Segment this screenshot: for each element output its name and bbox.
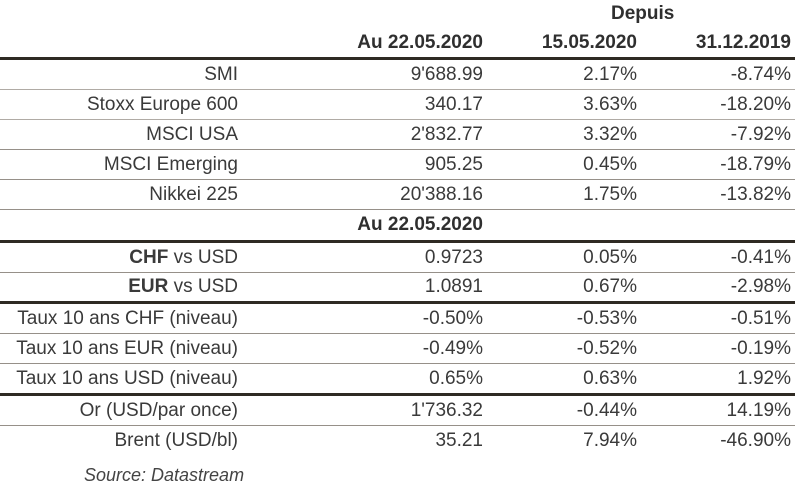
table-row-nikkei: Nikkei 225 20'388.16 1.75% -13.82% <box>0 180 795 210</box>
source-attribution: Source: Datastream <box>84 464 245 485</box>
row-value-since-year: -8.74% <box>730 63 791 85</box>
column-header-au-date: Au 22.05.2020 <box>357 31 483 53</box>
depuis-header-row: Depuis <box>0 0 795 28</box>
row-value-since-year: -13.82% <box>720 183 791 205</box>
row-label: Taux 10 ans CHF (niveau) <box>17 307 238 329</box>
row-value-since-year: -0.41% <box>730 246 791 268</box>
table-row-eur-usd: EUR vs USD 1.0891 0.67% -2.98% <box>0 273 795 304</box>
row-value-level: 1.0891 <box>424 276 483 297</box>
row-value-since-week: -0.52% <box>576 337 637 359</box>
row-value-since-year: 14.19% <box>726 399 791 421</box>
row-value-since-week: 0.45% <box>583 153 637 175</box>
row-value-level: 35.21 <box>435 429 483 451</box>
table-row-taux-chf: Taux 10 ans CHF (niveau) -0.50% -0.53% -… <box>0 304 795 334</box>
row-value-since-year: -46.90% <box>720 429 791 451</box>
row-value-since-week: 2.17% <box>583 63 637 85</box>
table-row-stoxx: Stoxx Europe 600 340.17 3.63% -18.20% <box>0 90 795 120</box>
row-label: Brent (USD/bl) <box>114 429 238 451</box>
table-row-or: Or (USD/par once) 1'736.32 -0.44% 14.19% <box>0 396 795 426</box>
table-row-smi: SMI 9'688.99 2.17% -8.74% <box>0 60 795 90</box>
row-label: Stoxx Europe 600 <box>86 93 238 115</box>
row-label: EUR vs USD <box>128 276 238 297</box>
row-value-level: -0.49% <box>422 337 483 359</box>
row-value-level: 2'832.77 <box>410 123 483 145</box>
row-value-since-week: 1.75% <box>583 183 637 205</box>
row-label: MSCI Emerging <box>103 153 238 175</box>
row-label: MSCI USA <box>146 123 238 145</box>
table-row-taux-usd: Taux 10 ans USD (niveau) 0.65% 0.63% 1.9… <box>0 364 795 396</box>
row-value-level: 0.65% <box>429 367 483 389</box>
subheader-au-date: Au 22.05.2020 <box>357 214 483 235</box>
row-value-since-year: 1.92% <box>737 367 791 389</box>
column-header-since-week: 15.05.2020 <box>541 31 637 53</box>
table-row-msci-usa: MSCI USA 2'832.77 3.32% -7.92% <box>0 120 795 150</box>
table-row-msci-emerging: MSCI Emerging 905.25 0.45% -18.79% <box>0 150 795 180</box>
row-value-level: 9'688.99 <box>410 63 483 85</box>
subheader-row: Au 22.05.2020 <box>0 210 795 243</box>
row-value-since-year: -0.19% <box>730 337 791 359</box>
row-value-since-week: 3.32% <box>583 123 637 145</box>
row-value-level: 340.17 <box>424 93 483 115</box>
row-label: Taux 10 ans USD (niveau) <box>16 367 238 389</box>
row-value-level: 20'388.16 <box>400 183 483 205</box>
row-label: Nikkei 225 <box>149 183 238 205</box>
row-value-since-week: 0.67% <box>583 276 637 297</box>
row-value-since-year: -18.79% <box>720 153 791 175</box>
row-value-since-year: -18.20% <box>720 93 791 115</box>
row-value-since-year: -0.51% <box>730 307 791 329</box>
table-row-brent: Brent (USD/bl) 35.21 7.94% -46.90% <box>0 426 795 455</box>
column-header-since-year: 31.12.2019 <box>695 31 791 53</box>
row-value-since-week: 7.94% <box>583 429 637 451</box>
row-value-since-week: 3.63% <box>583 93 637 115</box>
row-label: SMI <box>204 63 238 85</box>
row-value-level: 905.25 <box>424 153 483 175</box>
row-value-since-year: -2.98% <box>730 276 791 297</box>
row-value-since-week: 0.05% <box>583 246 637 268</box>
table-row-taux-eur: Taux 10 ans EUR (niveau) -0.49% -0.52% -… <box>0 334 795 364</box>
row-label: CHF vs USD <box>129 246 238 268</box>
depuis-label: Depuis <box>611 3 675 24</box>
row-label: Or (USD/par once) <box>79 399 238 421</box>
row-value-since-year: -7.92% <box>730 123 791 145</box>
row-value-level: 1'736.32 <box>410 399 483 421</box>
row-value-since-week: -0.53% <box>576 307 637 329</box>
row-value-level: -0.50% <box>422 307 483 329</box>
row-value-since-week: -0.44% <box>576 399 637 421</box>
column-header-row: Au 22.05.2020 15.05.2020 31.12.2019 <box>0 28 795 60</box>
row-value-since-week: 0.63% <box>583 367 637 389</box>
table-row-chf-usd: CHF vs USD 0.9723 0.05% -0.41% <box>0 243 795 273</box>
row-label: Taux 10 ans EUR (niveau) <box>16 337 238 359</box>
row-value-level: 0.9723 <box>424 246 483 268</box>
